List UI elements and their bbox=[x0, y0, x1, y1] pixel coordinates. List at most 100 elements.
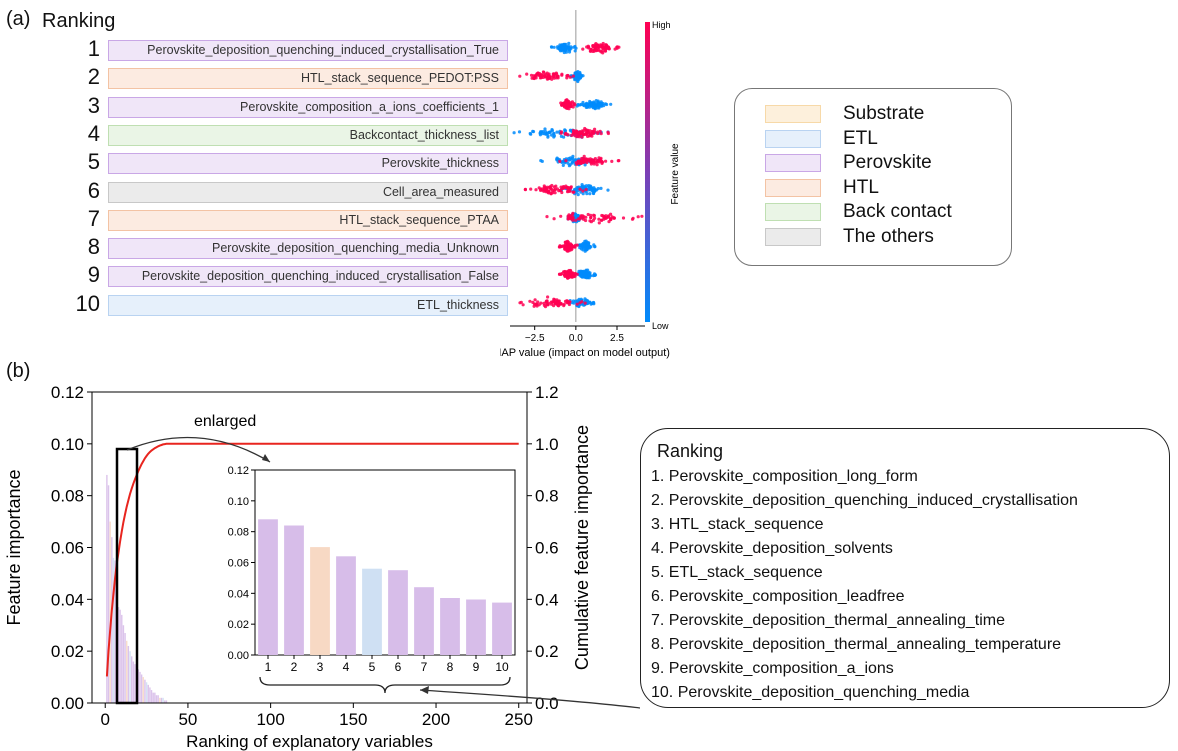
shap-point bbox=[556, 76, 560, 80]
y2-tick-label: 0.6 bbox=[535, 539, 559, 558]
shap-point bbox=[601, 214, 605, 218]
shap-point bbox=[589, 215, 593, 220]
importance-bar bbox=[164, 700, 166, 703]
shap-point bbox=[599, 186, 603, 190]
shap-point bbox=[561, 101, 565, 106]
shap-point bbox=[547, 76, 551, 80]
shap-point bbox=[551, 75, 555, 79]
shap-point bbox=[593, 127, 597, 131]
shap-point bbox=[640, 214, 644, 218]
rank-number: 6 bbox=[87, 177, 100, 203]
shap-point bbox=[598, 43, 603, 47]
importance-bar bbox=[160, 697, 163, 703]
shap-point bbox=[600, 159, 604, 163]
shap-point bbox=[553, 191, 557, 195]
shap-point bbox=[602, 46, 606, 51]
shap-point bbox=[581, 132, 585, 137]
shap-point bbox=[564, 240, 568, 244]
shap-point bbox=[535, 302, 539, 307]
shap-point bbox=[571, 74, 575, 78]
shap-point bbox=[570, 161, 574, 165]
ranking-panel-item: 10. Perovskite_deposition_quenching_medi… bbox=[651, 684, 970, 701]
shap-point bbox=[528, 299, 532, 303]
legend-swatch bbox=[765, 129, 821, 148]
shap-point bbox=[532, 304, 536, 308]
y-tick-label: 0.02 bbox=[51, 642, 84, 661]
shap-point bbox=[589, 220, 593, 224]
feature-name-box: Perovskite_deposition_quenching_induced_… bbox=[108, 266, 508, 288]
shap-point bbox=[591, 106, 595, 110]
shap-point bbox=[561, 244, 565, 248]
shap-point bbox=[609, 212, 613, 216]
rank-number: 3 bbox=[87, 92, 100, 118]
shap-point bbox=[559, 185, 563, 189]
shap-point bbox=[580, 135, 584, 139]
shap-point bbox=[566, 187, 570, 191]
shap-point bbox=[557, 301, 561, 305]
importance-bar bbox=[140, 674, 143, 703]
shap-point bbox=[531, 129, 535, 133]
importance-bar bbox=[162, 697, 164, 703]
shap-point bbox=[561, 46, 565, 50]
shap-point bbox=[567, 50, 572, 54]
shap-point bbox=[546, 135, 550, 139]
shap-x-tick-label: 0.0 bbox=[569, 333, 583, 344]
y2-tick-label: 0.0 bbox=[535, 694, 559, 713]
shap-point bbox=[547, 72, 551, 76]
shap-point bbox=[610, 159, 614, 163]
shap-point bbox=[581, 192, 585, 196]
x-tick-label: 0 bbox=[100, 710, 109, 729]
shap-row bbox=[549, 41, 621, 55]
inset-y-tick-label: 0.10 bbox=[228, 496, 249, 508]
importance-bar bbox=[126, 640, 128, 703]
feature-name-box: Cell_area_measured bbox=[108, 181, 508, 203]
inset-bar bbox=[440, 598, 460, 655]
shap-point bbox=[617, 45, 621, 49]
importance-bar bbox=[152, 692, 154, 703]
inset-x-tick-label: 2 bbox=[291, 660, 298, 674]
shap-point bbox=[536, 300, 540, 304]
shap-x-tick-label: −2.5 bbox=[525, 333, 545, 344]
shap-point bbox=[591, 274, 595, 278]
shap-point bbox=[562, 43, 566, 47]
shap-point bbox=[563, 132, 567, 136]
feature-value-colorbar: High Low Feature value bbox=[645, 20, 681, 331]
legend-swatch bbox=[765, 105, 821, 123]
x-tick-label: 150 bbox=[339, 710, 367, 729]
y-tick-label: 0.10 bbox=[51, 435, 84, 454]
colorbar-low-label: Low bbox=[652, 321, 669, 331]
shap-point bbox=[549, 45, 554, 49]
shap-point bbox=[631, 216, 635, 220]
shap-point bbox=[593, 216, 597, 220]
shap-point bbox=[559, 302, 563, 306]
shap-point bbox=[529, 187, 533, 191]
ranking-panel-item: 5. ETL_stack_sequence bbox=[651, 564, 823, 581]
shap-point bbox=[580, 274, 584, 278]
shap-point bbox=[529, 73, 534, 77]
importance-bar bbox=[134, 664, 136, 704]
shap-point bbox=[606, 130, 610, 134]
shap-point bbox=[542, 303, 546, 307]
shap-point bbox=[584, 188, 588, 192]
legend-label: ETL bbox=[843, 127, 878, 149]
inset-x-tick-label: 3 bbox=[317, 660, 324, 674]
shap-point bbox=[580, 243, 584, 247]
ranking-title: Ranking bbox=[42, 10, 116, 32]
shap-point bbox=[540, 188, 544, 192]
shap-point bbox=[577, 103, 581, 107]
importance-bar bbox=[107, 485, 110, 703]
shap-point bbox=[564, 159, 568, 163]
inset-x-tick-label: 5 bbox=[369, 660, 376, 674]
shap-point bbox=[580, 271, 585, 275]
shap-point bbox=[594, 42, 598, 46]
shap-point bbox=[512, 131, 516, 135]
shap-point bbox=[563, 48, 567, 52]
shap-point bbox=[550, 133, 554, 137]
feature-name-box: Backcontact_thickness_list bbox=[108, 124, 508, 146]
feature-name-box: ETL_thickness bbox=[108, 294, 508, 316]
shap-point bbox=[590, 186, 594, 190]
shap-point bbox=[584, 215, 588, 219]
shap-point bbox=[601, 41, 605, 46]
shap-point bbox=[552, 45, 556, 49]
panel-a-label: (a) bbox=[6, 8, 31, 30]
